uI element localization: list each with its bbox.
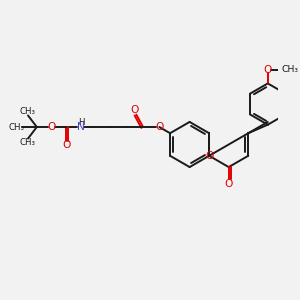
Text: O: O	[62, 140, 70, 150]
Text: O: O	[205, 151, 214, 161]
Text: CH₃: CH₃	[19, 107, 35, 116]
Text: H: H	[78, 118, 85, 127]
Text: O: O	[224, 179, 233, 189]
Text: CH₃: CH₃	[9, 122, 25, 131]
Text: CH₃: CH₃	[19, 138, 35, 147]
Text: O: O	[155, 122, 164, 132]
Text: O: O	[131, 105, 139, 115]
Text: O: O	[47, 122, 56, 132]
Text: N: N	[77, 122, 85, 132]
Text: CH₃: CH₃	[281, 65, 298, 74]
Text: O: O	[264, 65, 272, 75]
